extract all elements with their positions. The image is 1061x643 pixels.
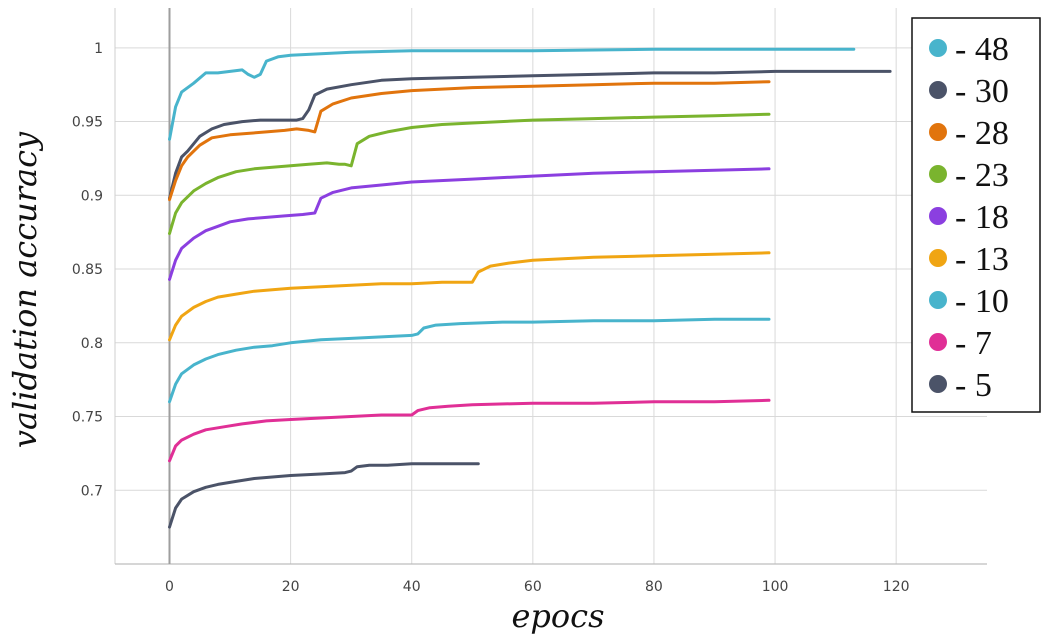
legend-label: - 28 (955, 115, 1009, 152)
y-tick-label: 0.75 (72, 410, 103, 426)
legend-label: - 5 (955, 367, 992, 404)
legend-label: - 23 (955, 157, 1009, 194)
legend-marker (929, 249, 947, 267)
legend-label: - 10 (955, 283, 1009, 320)
x-tick-label: 0 (165, 579, 174, 595)
series-line (168, 80, 771, 202)
legend-marker (929, 375, 947, 393)
legend-marker (929, 39, 947, 57)
series-line (168, 398, 771, 463)
legend-label: - 13 (955, 241, 1009, 278)
x-tick-label: 80 (645, 579, 663, 595)
x-axis-title: epocs (511, 597, 604, 635)
legend-marker (929, 123, 947, 141)
series-line (168, 112, 771, 236)
legend-marker (929, 207, 947, 225)
y-tick-label: 0.7 (81, 483, 103, 499)
y-tick-label: 0.9 (81, 188, 103, 204)
series-line (168, 69, 892, 200)
y-axis-title: validation accuracy (6, 131, 44, 448)
legend-marker (929, 81, 947, 99)
tick-labels: 0.7 0.75 0.8 0.85 0.9 0.95 1 0 20 40 60 80 100 120 (72, 41, 910, 595)
series-line (168, 47, 856, 141)
series-lines (168, 47, 892, 529)
legend-marker (929, 333, 947, 351)
legend-label: - 48 (955, 31, 1009, 68)
legend-marker (929, 291, 947, 309)
x-tick-label: 20 (282, 579, 300, 595)
y-tick-label: 0.8 (81, 336, 103, 352)
x-tick-label: 100 (762, 579, 789, 595)
legend-label: - 7 (955, 325, 992, 362)
series-line (168, 167, 771, 281)
x-tick-label: 60 (524, 579, 542, 595)
legend-marker (929, 165, 947, 183)
legend-label: - 30 (955, 73, 1009, 110)
y-tick-label: 0.85 (72, 262, 103, 278)
legend-label: - 18 (955, 199, 1009, 236)
legend: - 48 - 30 - 28 - 23 - 18 - 13 - 10 - 7 - 5 (911, 17, 1041, 413)
axes (114, 8, 987, 565)
y-tick-label: 0.95 (72, 115, 103, 131)
series-line (168, 317, 771, 404)
series-line (168, 462, 480, 529)
x-tick-label: 120 (883, 579, 910, 595)
y-tick-label: 1 (94, 41, 103, 57)
x-tick-label: 40 (403, 579, 421, 595)
series-line (168, 251, 771, 342)
